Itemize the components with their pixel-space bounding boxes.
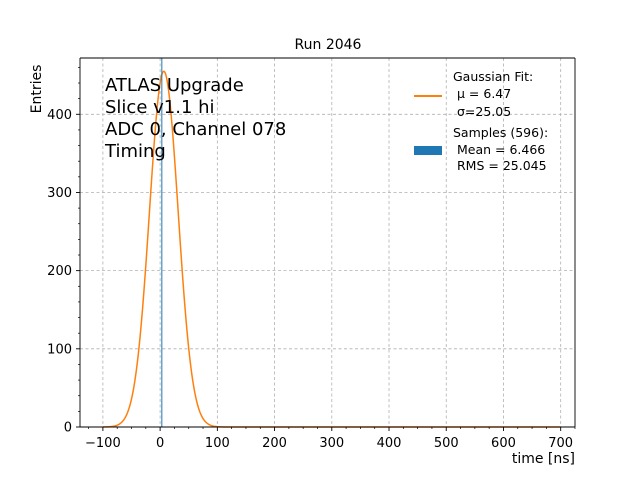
chart-title: Run 2046 [295,37,362,53]
legend: Gaussian Fit: μ = 6.47 σ=25.05 Samples (… [414,69,548,173]
x-tick-label: 200 [262,436,287,451]
x-tick-label: −100 [85,436,121,451]
y-tick-label: 100 [47,342,72,357]
x-tick-label: 700 [548,436,573,451]
legend-fit-line-2: μ = 6.47 [457,86,511,101]
legend-samples-line-1: Samples (596): [453,125,548,140]
legend-samples-line-3: RMS = 25.045 [457,158,547,173]
x-tick-label: 100 [205,436,230,451]
y-tick-label: 300 [47,186,72,201]
y-axis-label: Entries [29,65,45,114]
x-tick-label: 0 [156,436,164,451]
annotation-line-2: Slice v1.1 hi [105,97,215,118]
legend-samples-line-2: Mean = 6.466 [457,142,545,157]
legend-fit-line-3: σ=25.05 [457,104,511,119]
annotation-line-4: Timing [104,141,166,162]
legend-fit-line-1: Gaussian Fit: [453,69,533,84]
x-tick-label: 300 [319,436,344,451]
x-tick-label: 400 [377,436,402,451]
legend-samples-swatch [414,146,442,155]
annotation-line-3: ADC 0, Channel 078 [105,119,286,140]
axes: −100 0 100 200 300 400 500 600 700 0 100 200 300 400 [47,57,576,451]
x-tick-label: 500 [434,436,459,451]
annotation-line-1: ATLAS Upgrade [105,75,244,96]
y-tick-label: 0 [64,421,72,436]
annotation-block: ATLAS Upgrade Slice v1.1 hi ADC 0, Chann… [104,75,286,162]
y-tick-label: 400 [47,108,72,123]
x-tick-label: 600 [491,436,516,451]
x-axis-label: time [ns] [512,451,575,467]
y-tick-label: 200 [47,264,72,279]
